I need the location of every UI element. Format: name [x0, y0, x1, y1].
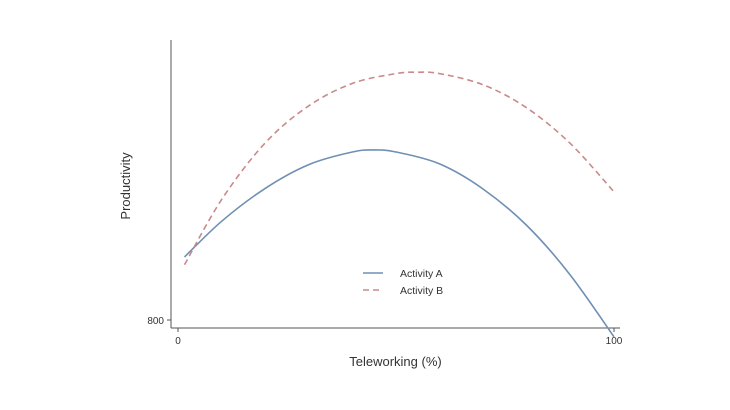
series-line-activity-a — [183, 149, 615, 338]
legend-label-activity-b: Activity B — [400, 285, 443, 297]
y-axis-title: Productivity — [118, 152, 133, 220]
legend-label-activity-a: Activity A — [400, 268, 443, 280]
axes: 0 100 800 — [147, 40, 623, 347]
x-tick-label: 100 — [606, 336, 623, 347]
x-axis-title: Teleworking (%) — [349, 354, 441, 369]
y-tick-label: 800 — [147, 316, 164, 327]
x-tick-label: 0 — [175, 336, 181, 347]
series-line-activity-b — [183, 71, 615, 266]
legend: Activity A Activity B — [363, 268, 443, 297]
series-layer — [183, 71, 615, 338]
